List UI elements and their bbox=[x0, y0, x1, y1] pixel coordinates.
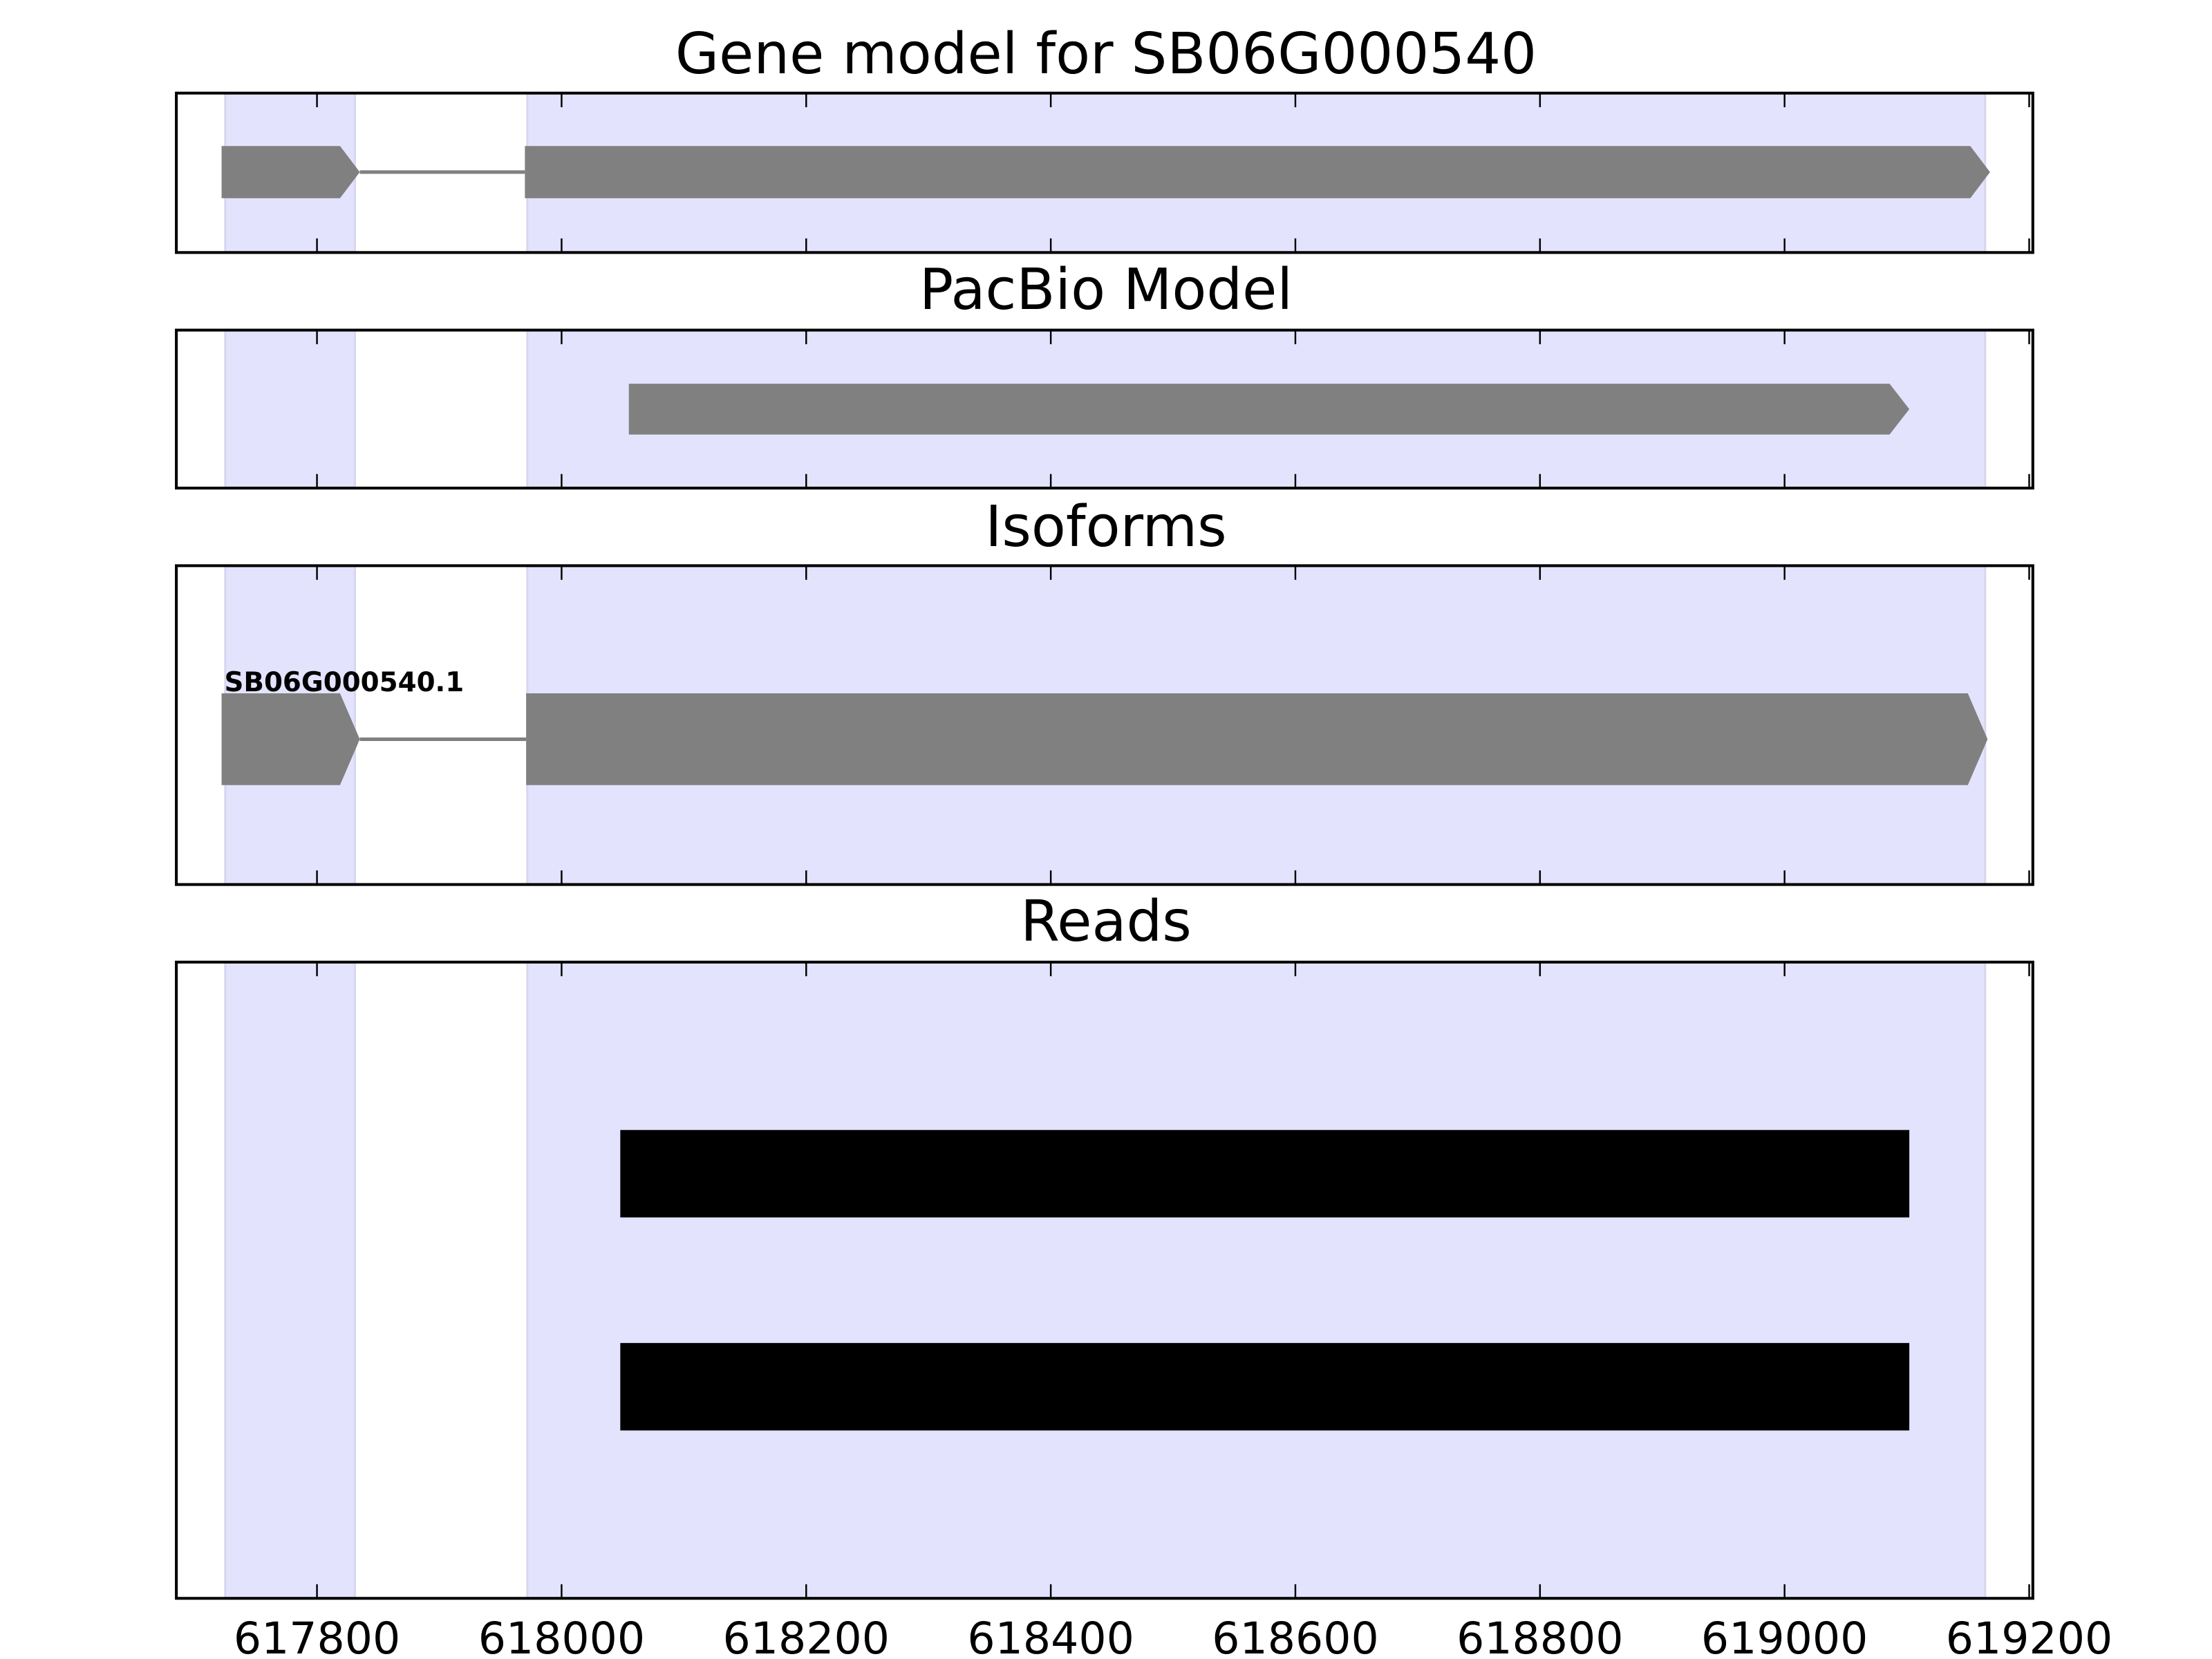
x-tick-label: 618600 bbox=[1212, 1613, 1378, 1659]
x-tick-label: 619000 bbox=[1701, 1613, 1868, 1659]
highlight-region bbox=[224, 961, 356, 1600]
axes-frame bbox=[175, 564, 2034, 886]
exon bbox=[628, 384, 1910, 435]
x-tick-label: 618200 bbox=[723, 1613, 890, 1659]
highlight-region bbox=[526, 961, 1987, 1600]
panel-title-pacbio: PacBio Model bbox=[919, 257, 1293, 323]
read-bar bbox=[620, 1130, 1910, 1218]
exon bbox=[526, 693, 1988, 785]
exon bbox=[221, 146, 360, 198]
axes-frame bbox=[175, 328, 2034, 490]
panel-title-reads: Reads bbox=[1020, 889, 1192, 955]
axes-frame bbox=[175, 960, 2034, 1600]
x-tick-label: 618000 bbox=[478, 1613, 645, 1659]
x-tick-label: 618800 bbox=[1456, 1613, 1623, 1659]
highlight-region bbox=[224, 329, 356, 489]
axes-frame bbox=[175, 91, 2034, 254]
panel-title-gene-model: Gene model for SB06G000540 bbox=[675, 21, 1537, 87]
exon bbox=[525, 146, 1990, 198]
panel-title-isoforms: Isoforms bbox=[985, 494, 1226, 560]
x-tick-label: 617800 bbox=[234, 1613, 400, 1659]
read-bar bbox=[620, 1342, 1910, 1431]
exon bbox=[221, 693, 360, 785]
isoform-label: SB06G000540.1 bbox=[224, 667, 464, 698]
x-tick-label: 618400 bbox=[967, 1613, 1134, 1659]
x-tick-label: 619200 bbox=[1946, 1613, 2112, 1659]
